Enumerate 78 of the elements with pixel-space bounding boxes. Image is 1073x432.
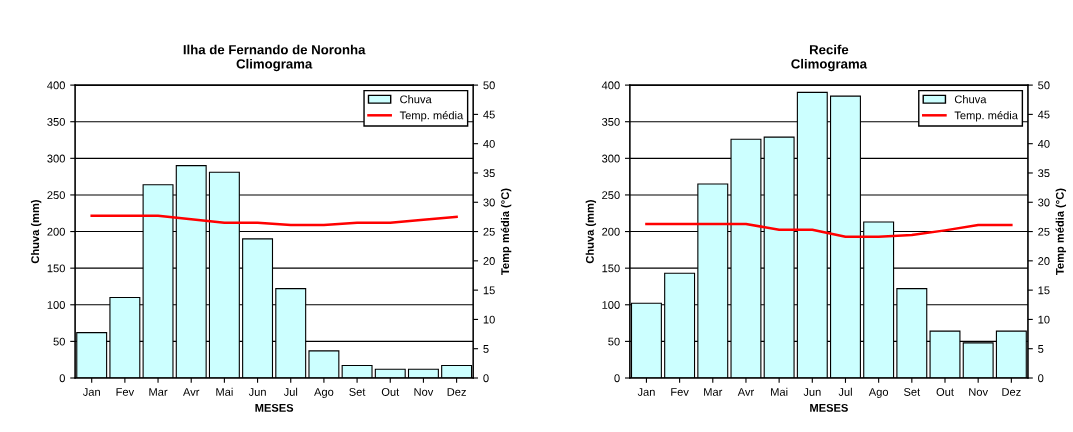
y-tick-label: 400 — [601, 81, 620, 90]
x-tick-label: Avr — [737, 388, 755, 396]
x-tick-label: Out — [936, 388, 954, 396]
y2-tick-label: 50 — [1038, 81, 1050, 90]
y2-tick-label: 0 — [1038, 374, 1044, 383]
x-tick-label: Nov — [969, 388, 989, 396]
y2-tick-label: 45 — [1037, 110, 1050, 119]
y-tick-label: 150 — [602, 264, 620, 273]
y-tick-label: 300 — [47, 154, 65, 163]
y-tick-label: 0 — [59, 374, 65, 383]
y2-tick-label: 35 — [483, 169, 495, 178]
x-tick-label: Nov — [414, 388, 434, 396]
y2-tick-label: 35 — [1038, 169, 1050, 178]
legend-label: Chuva — [400, 95, 432, 104]
x-tick-label: Mar — [704, 388, 723, 396]
x-tick-label: Jun — [803, 388, 821, 396]
y2-tick-label: 15 — [483, 286, 495, 295]
y2-tick-label: 50 — [483, 81, 495, 90]
y-tick-label: 200 — [602, 227, 620, 236]
y-tick-label: 200 — [47, 227, 65, 236]
y2-tick-label: 30 — [1038, 198, 1050, 207]
y-axis-title: Chuva (mm) — [585, 200, 597, 264]
y2-tick-label: 0 — [483, 374, 489, 383]
y2-axis-title: Temp média (°C) — [1055, 188, 1067, 275]
y-tick-label: 400 — [47, 81, 65, 90]
x-tick-label: Jul — [838, 387, 852, 396]
y2-axis-title: Temp média (°C) — [500, 188, 512, 275]
x-tick-label: Jan — [82, 388, 100, 396]
y-tick-label: 250 — [47, 191, 65, 200]
y-tick-label: 350 — [47, 117, 65, 126]
y2-tick-label: 5 — [1038, 345, 1044, 353]
y2-tick-label: 10 — [483, 315, 495, 324]
x-tick-label: Avr — [183, 388, 200, 396]
x-tick-label: Fev — [671, 388, 689, 396]
y2-tick-label: 30 — [483, 198, 495, 207]
x-tick-label: Mai — [771, 387, 788, 396]
legend-label: Temp. média — [399, 111, 464, 122]
y-tick-label: 100 — [47, 301, 65, 309]
line-series — [645, 222, 1013, 239]
y-tick-label: 300 — [602, 154, 620, 163]
y2-tick-label: 10 — [1038, 315, 1050, 324]
legend-label: Temp. média — [954, 111, 1018, 122]
y-axis-title: Chuva (mm) — [30, 200, 42, 264]
x-tick-label: Fev — [116, 388, 135, 396]
legend-label: Chuva — [954, 95, 987, 104]
x-tick-label: Mar — [149, 388, 168, 396]
x-axis-title: MESES — [255, 403, 294, 412]
y-tick-label: 50 — [608, 337, 620, 346]
y2-tick-label: 20 — [483, 257, 495, 265]
y2-tick-label: 15 — [1038, 286, 1050, 295]
y2-tick-label: 25 — [483, 227, 495, 236]
x-tick-label: Ago — [868, 388, 889, 399]
line-series — [90, 214, 458, 227]
y-tick-label: 250 — [602, 191, 620, 200]
y2-tick-label: 25 — [1038, 227, 1050, 236]
y-tick-label: 0 — [614, 374, 620, 383]
x-tick-label: Out — [381, 388, 400, 396]
x-tick-label: Jul — [283, 387, 298, 396]
x-tick-label: Jan — [637, 388, 655, 396]
y2-tick-label: 45 — [483, 110, 495, 119]
x-axis-title: MESES — [810, 403, 848, 412]
y2-tick-label: 40 — [1037, 139, 1050, 148]
x-tick-label: Set — [349, 388, 366, 396]
y-tick-label: 50 — [53, 337, 65, 346]
x-tick-label: Jun — [248, 388, 266, 396]
x-tick-label: Set — [903, 388, 921, 396]
y-tick-label: 350 — [602, 117, 620, 126]
x-tick-label: Dez — [1002, 388, 1021, 396]
y2-tick-label: 5 — [483, 345, 489, 353]
y-tick-label: 150 — [47, 264, 65, 273]
x-tick-label: Mai — [216, 387, 233, 396]
chart-title: Ilha de Fernando de Noronha Climograma — [183, 44, 366, 72]
y2-tick-label: 40 — [483, 139, 495, 148]
y-tick-label: 100 — [602, 301, 620, 309]
x-tick-label: Ago — [314, 388, 334, 399]
chart-title: Recife Climograma — [791, 44, 868, 72]
y2-tick-label: 20 — [1038, 257, 1050, 265]
x-tick-label: Dez — [447, 388, 466, 396]
